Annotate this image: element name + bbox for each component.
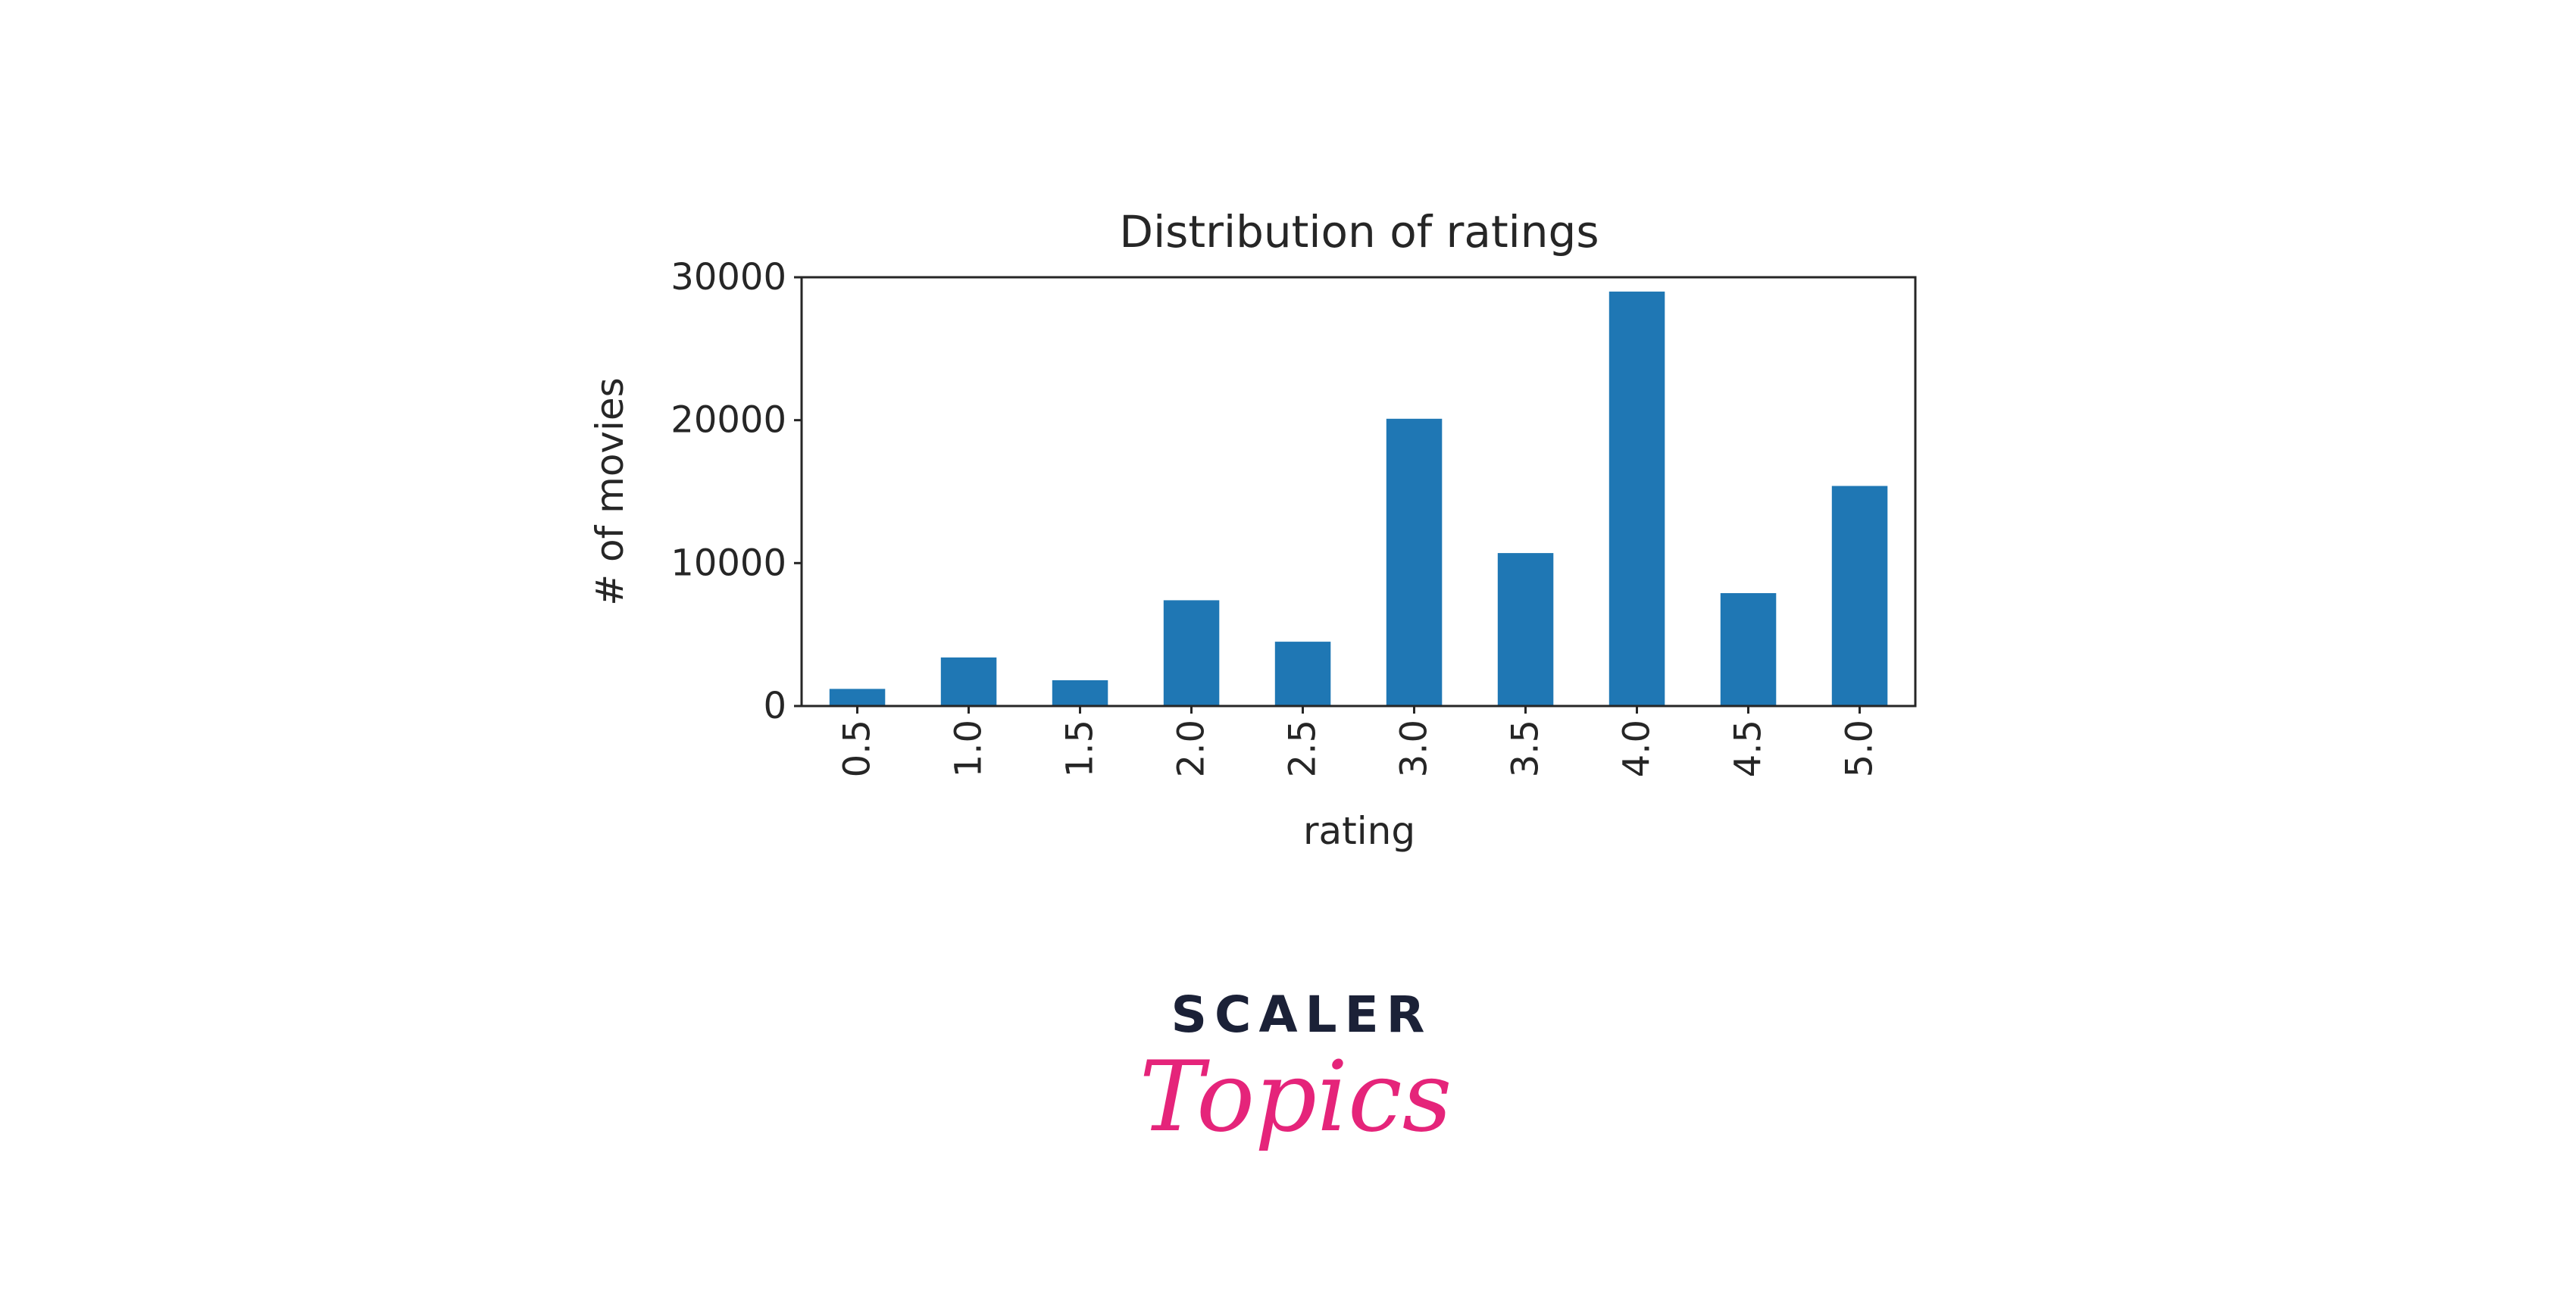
bar-3.5 — [1497, 553, 1554, 706]
chart-title: Distribution of ratings — [1119, 206, 1599, 258]
x-tick-label: 3.0 — [1393, 720, 1436, 777]
y-tick-label: 10000 — [671, 542, 786, 584]
x-tick-label: 5.0 — [1839, 720, 1881, 777]
y-axis-label: # of movies — [588, 377, 632, 605]
plot-frame — [800, 276, 1917, 708]
bar-1.0 — [940, 657, 997, 706]
y-tick-label: 0 — [763, 685, 786, 727]
ticks-group: 0.5 1.0 1.5 2.0 2.5 3.0 3.5 4.0 4.5 5.0 0 10000 2000… — [671, 256, 1880, 777]
y-tick-label: 20000 — [671, 399, 786, 442]
bar-2.0 — [1163, 600, 1220, 706]
bar-4.5 — [1720, 593, 1777, 706]
bar-3.0 — [1386, 418, 1443, 706]
bar-0.5 — [829, 689, 886, 706]
bar-2.5 — [1274, 642, 1331, 706]
x-tick-label: 4.5 — [1727, 720, 1770, 777]
brand-logo-scaler: SCALER — [1171, 986, 1432, 1044]
x-tick-label: 4.0 — [1616, 720, 1658, 777]
x-tick-label: 2.5 — [1282, 720, 1324, 777]
bars-group — [829, 291, 1888, 706]
x-tick-label: 2.0 — [1171, 720, 1213, 777]
x-tick-label: 0.5 — [836, 720, 879, 777]
x-tick-label: 3.5 — [1505, 720, 1547, 777]
bar-4.0 — [1608, 291, 1665, 706]
x-tick-label: 1.0 — [948, 720, 990, 777]
bar-1.5 — [1052, 680, 1108, 706]
y-tick-label: 30000 — [671, 256, 786, 298]
x-tick-label: 1.5 — [1059, 720, 1102, 777]
brand-logo-topics: Topics — [1140, 1041, 1452, 1154]
bar-5.0 — [1831, 486, 1888, 706]
x-axis-label: rating — [1303, 809, 1415, 853]
